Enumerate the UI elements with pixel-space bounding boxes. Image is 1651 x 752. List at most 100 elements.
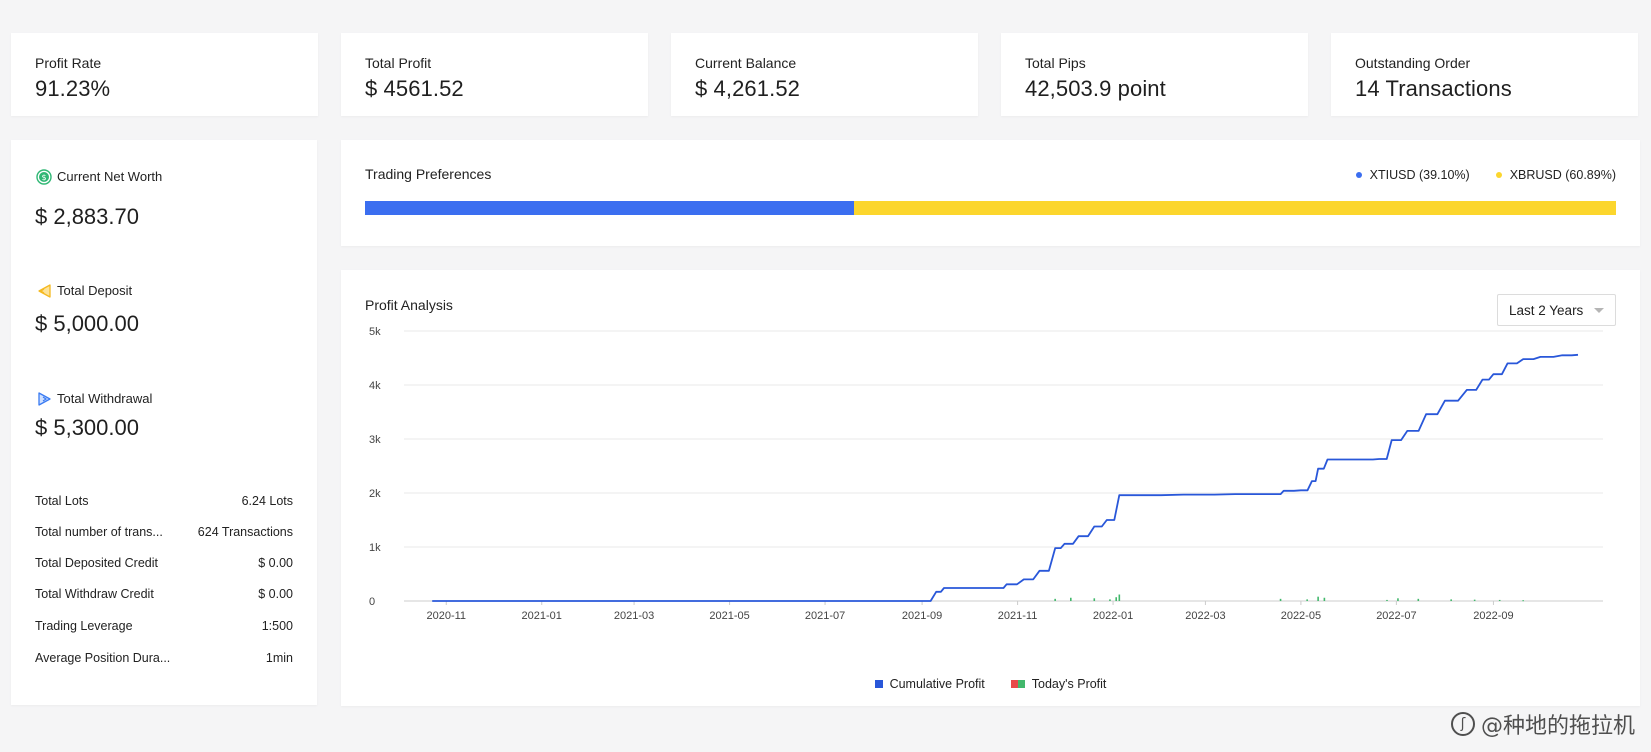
stat-row-leverage: Trading Leverage 1:500 bbox=[35, 617, 293, 635]
stat-label: Outstanding Order bbox=[1355, 55, 1471, 71]
daily-profit-bar bbox=[1522, 600, 1524, 602]
row-key: Average Position Dura... bbox=[35, 651, 171, 665]
daily-profit-bar bbox=[1317, 596, 1319, 601]
y-tick-label: 4k bbox=[369, 380, 381, 392]
legend-label: XTIUSD (39.10%) bbox=[1369, 168, 1470, 182]
stat-label: Current Balance bbox=[695, 55, 797, 71]
x-tick-label: 2021-07 bbox=[805, 610, 845, 622]
svg-text:$: $ bbox=[41, 173, 46, 182]
stat-card-outstanding-order: Outstanding Order 14 Transactions bbox=[1331, 33, 1638, 116]
row-value: 6.24 Lots bbox=[241, 494, 293, 508]
x-tick-label: 2021-01 bbox=[522, 610, 562, 622]
row-value: $ 0.00 bbox=[258, 556, 293, 570]
stat-value: 14 Transactions bbox=[1355, 76, 1512, 101]
withdrawal-label: Total Withdrawal bbox=[35, 390, 152, 407]
preference-segment-xtiusd[interactable] bbox=[365, 201, 855, 215]
legend-label: Today's Profit bbox=[1031, 677, 1107, 691]
y-tick-label: 0 bbox=[369, 596, 375, 608]
legend-item-today[interactable]: Today's Profit bbox=[1010, 677, 1107, 691]
row-value: 1:500 bbox=[261, 619, 293, 633]
profit-chart: 0 1k 2k 3k 4k 5k 2020-11 2021-01 2021-03 2021-05 2… bbox=[369, 326, 1603, 622]
profit-analysis-title: Profit Analysis bbox=[365, 297, 453, 313]
deposit-label: Total Deposit bbox=[35, 282, 132, 299]
stat-label: Total Profit bbox=[365, 55, 432, 71]
stat-label: Profit Rate bbox=[35, 55, 102, 71]
stat-card-current-balance: Current Balance $ 4,261.52 bbox=[671, 33, 978, 116]
legend-dot bbox=[1495, 172, 1502, 178]
row-key: Total number of trans... bbox=[35, 525, 163, 539]
legend-item-xtiusd[interactable]: XTIUSD (39.10%) bbox=[1355, 168, 1470, 182]
watermark: ʃ @种地的拖拉机 bbox=[1450, 708, 1635, 740]
stat-row-deposited-credit: Total Deposited Credit $ 0.00 bbox=[35, 554, 293, 572]
withdrawal-arrow-icon bbox=[35, 390, 52, 407]
row-value: 624 Transactions bbox=[197, 525, 293, 539]
legend-dot bbox=[1355, 172, 1362, 178]
x-tick-label: 2022-07 bbox=[1376, 610, 1416, 622]
x-tick-label: 2021-05 bbox=[709, 610, 749, 622]
stat-card-total-profit: Total Profit $ 4561.52 bbox=[341, 33, 648, 116]
legend-item-xbrusd[interactable]: XBRUSD (60.89%) bbox=[1495, 168, 1616, 182]
daily-profit-bar bbox=[1498, 599, 1501, 601]
stat-card-profit-rate: Profit Rate 91.23% bbox=[11, 33, 318, 116]
dollar-coin-icon: $ bbox=[35, 168, 52, 185]
row-value: 1min bbox=[265, 651, 293, 665]
legend-label: Cumulative Profit bbox=[889, 677, 985, 691]
x-tick-label: 2021-09 bbox=[902, 610, 942, 622]
deposit-label-text: Total Deposit bbox=[57, 283, 133, 298]
row-key: Trading Leverage bbox=[35, 619, 133, 633]
daily-profit-bar bbox=[1070, 597, 1072, 601]
trading-preferences-legend: XTIUSD (39.10%) XBRUSD (60.89%) bbox=[1330, 168, 1616, 182]
time-range-select[interactable]: Last 2 Years bbox=[1497, 294, 1616, 326]
daily-profit-bar bbox=[1386, 599, 1388, 601]
x-tick-label: 2022-05 bbox=[1281, 610, 1321, 622]
legend-label: XBRUSD (60.89%) bbox=[1509, 168, 1616, 182]
trading-preferences-card: Trading Preferences XTIUSD (39.10%) XBRU… bbox=[341, 140, 1640, 246]
y-tick-label: 1k bbox=[369, 542, 381, 554]
daily-profit-bar bbox=[1279, 598, 1282, 601]
stat-value: 42,503.9 point bbox=[1025, 76, 1166, 101]
chevron-down-icon bbox=[1594, 308, 1604, 313]
x-tick-label: 2022-09 bbox=[1473, 610, 1513, 622]
stat-value: $ 4561.52 bbox=[365, 76, 464, 101]
stat-row-total-lots: Total Lots 6.24 Lots bbox=[35, 492, 293, 510]
chart-legend: Cumulative Profit Today's Profit bbox=[341, 677, 1640, 691]
stat-row-total-transactions: Total number of trans... 624 Transaction… bbox=[35, 523, 293, 541]
trading-preferences-title: Trading Preferences bbox=[365, 166, 492, 182]
daily-profit-bar bbox=[1417, 598, 1420, 601]
net-worth-label-text: Current Net Worth bbox=[57, 169, 163, 184]
trading-preferences-bar bbox=[365, 201, 1616, 215]
daily-profit-bar bbox=[1450, 599, 1452, 601]
daily-profit-bar bbox=[1473, 599, 1476, 601]
account-summary-panel: $ Current Net Worth $ 2,883.70 Total Dep… bbox=[11, 140, 317, 705]
y-tick-label: 5k bbox=[369, 326, 381, 338]
legend-item-cumulative[interactable]: Cumulative Profit bbox=[874, 677, 985, 691]
legend-swatch bbox=[1010, 680, 1025, 688]
x-tick-label: 2022-03 bbox=[1185, 610, 1225, 622]
x-tick-label: 2021-11 bbox=[998, 610, 1038, 622]
cumulative-profit-line bbox=[432, 353, 1579, 602]
y-tick-label: 3k bbox=[369, 434, 381, 446]
profit-analysis-card: Profit Analysis Last 2 Years 0 1k 2k 3k 4k 5k… bbox=[341, 270, 1640, 706]
deposit-arrow-icon bbox=[35, 282, 52, 299]
x-tick-label: 2022-01 bbox=[1093, 610, 1133, 622]
weibo-logo-icon: ʃ bbox=[1450, 712, 1475, 736]
stat-card-total-pips: Total Pips 42,503.9 point bbox=[1001, 33, 1308, 116]
time-range-value: Last 2 Years bbox=[1509, 302, 1584, 318]
stat-value: 91.23% bbox=[35, 76, 111, 101]
withdrawal-value: $ 5,300.00 bbox=[35, 415, 139, 440]
stat-row-avg-position-duration: Average Position Dura... 1min bbox=[35, 649, 293, 667]
stat-row-withdraw-credit: Total Withdraw Credit $ 0.00 bbox=[35, 585, 293, 603]
row-key: Total Withdraw Credit bbox=[35, 587, 154, 601]
row-value: $ 0.00 bbox=[258, 587, 293, 601]
withdrawal-label-text: Total Withdrawal bbox=[57, 391, 153, 406]
daily-profit-bar bbox=[1109, 599, 1111, 601]
daily-profit-bar bbox=[1115, 597, 1117, 601]
preference-segment-xbrusd[interactable] bbox=[854, 201, 1616, 215]
x-tick-label: 2021-03 bbox=[614, 610, 654, 622]
stat-label: Total Pips bbox=[1025, 55, 1086, 71]
daily-profit-bar bbox=[1323, 597, 1326, 601]
daily-profit-bar bbox=[1118, 594, 1121, 601]
row-key: Total Deposited Credit bbox=[35, 556, 158, 570]
x-tick-label: 2020-11 bbox=[426, 610, 466, 622]
daily-profit-bar bbox=[1397, 598, 1399, 601]
